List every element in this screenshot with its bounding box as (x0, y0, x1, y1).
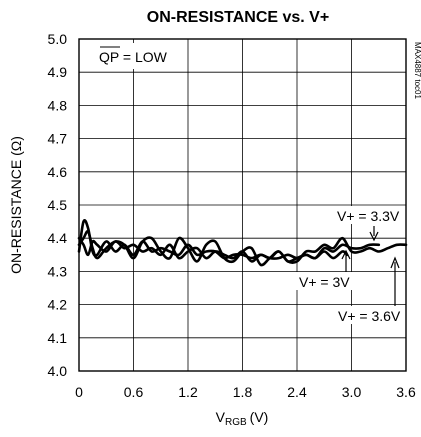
leader-3-6v (390, 256, 400, 306)
side-code: MAX4887 toc01 (413, 42, 421, 99)
annotation-v-3-3v: V+ = 3.3V (337, 208, 400, 224)
x-tick-label: 3.0 (342, 384, 362, 400)
x-axis-label-unit: (V) (250, 409, 269, 425)
condition-text: = LOW (119, 49, 168, 65)
y-tick-label: 4.7 (48, 131, 68, 147)
y-tick-label: 4.1 (48, 330, 68, 346)
condition-label: QP = LOW (99, 49, 168, 65)
annotation-bg-3-6v (336, 306, 404, 324)
y-tick-label: 4.2 (48, 297, 68, 313)
annotation-bg-3-3v (335, 206, 403, 224)
y-tick-label: 4.9 (48, 64, 68, 80)
y-axis-ticks: 4.0 4.1 4.2 4.3 4.4 4.5 4.6 4.7 4.8 4.9 5.0 (48, 31, 68, 379)
series-line-3-6v (77, 230, 408, 267)
x-tick-label: 0 (75, 384, 83, 400)
y-tick-label: 4.0 (48, 363, 68, 379)
chart-title: ON-RESISTANCE vs. V+ (147, 9, 329, 26)
annotation-v-3-6v: V+ = 3.6V (338, 308, 401, 324)
y-tick-label: 4.8 (48, 97, 68, 113)
series-lines (77, 218, 408, 267)
x-tick-label: 1.2 (178, 384, 198, 400)
y-tick-label: 4.6 (48, 164, 68, 180)
x-tick-label: 3.6 (396, 384, 416, 400)
y-tick-label: 4.5 (48, 197, 68, 213)
leader-3v (341, 249, 351, 272)
plot-frame (78, 38, 407, 372)
y-tick-label: 4.3 (48, 263, 68, 279)
leader-3-3v (369, 226, 379, 242)
y-tick-label: 5.0 (48, 31, 68, 47)
x-axis-label: VRGB (V) (216, 409, 269, 428)
x-axis-label-main: V (216, 409, 226, 425)
x-tick-label: 2.4 (287, 384, 307, 400)
x-axis-label-subscript: RGB (225, 417, 247, 428)
y-tick-label: 4.4 (48, 230, 68, 246)
x-tick-label: 1.8 (233, 384, 253, 400)
x-axis-ticks: 0 0.6 1.2 1.8 2.4 3.0 3.6 (75, 384, 416, 400)
annotation-bg-3v (296, 272, 356, 290)
annotation-v-3v: V+ = 3V (299, 274, 350, 290)
x-tick-label: 0.6 (124, 384, 144, 400)
y-axis-label: ON-RESISTANCE (Ω) (8, 136, 24, 274)
condition-overbar-text: QP (99, 49, 119, 65)
